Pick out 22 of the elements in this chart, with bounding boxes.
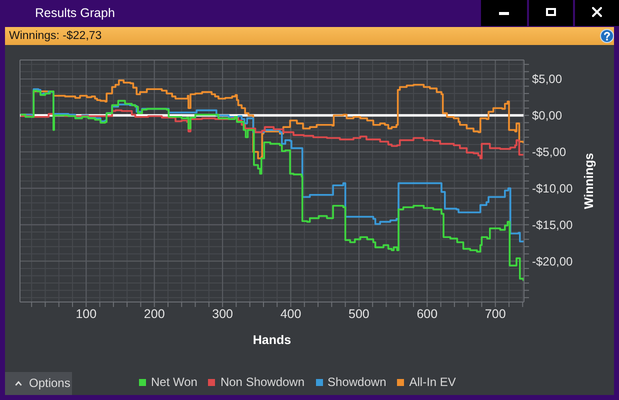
x-tick-label: 400 xyxy=(280,306,302,321)
legend-label: Non Showdown xyxy=(220,374,305,390)
y-tick-label: $5,00 xyxy=(532,72,562,86)
x-tick-label: 600 xyxy=(416,306,438,321)
y-tick-label: $0,00 xyxy=(532,108,562,123)
chart-title: Results Graph xyxy=(35,5,115,22)
x-tick-label: 300 xyxy=(212,306,234,321)
y-tick-label: -$15,00 xyxy=(532,218,574,232)
options-button: Options xyxy=(5,372,72,395)
legend-label: Net Won xyxy=(151,374,198,390)
y-axis-title: Winnings xyxy=(582,152,596,210)
y-tick-label: -$20,00 xyxy=(532,254,574,268)
y-tick-label: -$5,00 xyxy=(532,145,566,160)
x-tick-label: 200 xyxy=(144,306,165,321)
legend-label: All-In EV xyxy=(409,374,456,390)
chart-subtitle: Winnings: -$22,73 xyxy=(9,29,102,44)
legend-label: Showdown xyxy=(328,374,386,390)
x-tick-label: 100 xyxy=(76,306,97,321)
x-axis-title: Hands xyxy=(252,333,292,347)
x-tick-label: 700 xyxy=(484,306,506,321)
x-tick-label: 500 xyxy=(348,306,370,321)
y-tick-label: -$10,00 xyxy=(532,182,574,196)
